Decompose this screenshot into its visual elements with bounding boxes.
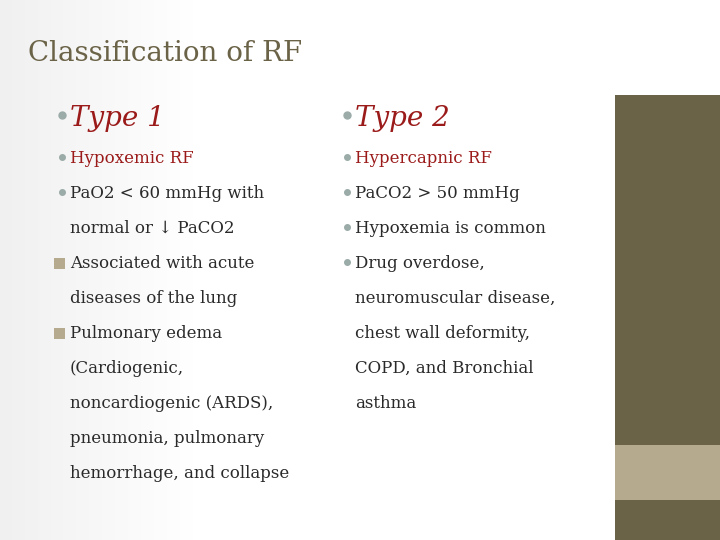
Bar bbox=[615, 95, 720, 445]
Text: Pulmonary edema: Pulmonary edema bbox=[70, 325, 222, 342]
Text: diseases of the lung: diseases of the lung bbox=[70, 290, 238, 307]
Text: chest wall deformity,: chest wall deformity, bbox=[355, 325, 530, 342]
Bar bbox=[54, 328, 65, 339]
Text: Type 2: Type 2 bbox=[355, 105, 450, 132]
Text: noncardiogenic (ARDS),: noncardiogenic (ARDS), bbox=[70, 395, 274, 412]
Bar bbox=[615, 500, 720, 540]
Text: Hypoxemia is common: Hypoxemia is common bbox=[355, 220, 546, 237]
Text: Drug overdose,: Drug overdose, bbox=[355, 255, 485, 272]
Text: Classification of RF: Classification of RF bbox=[28, 40, 302, 67]
Text: normal or ↓ PaCO2: normal or ↓ PaCO2 bbox=[70, 220, 235, 237]
Text: PaO2 < 60 mmHg with: PaO2 < 60 mmHg with bbox=[70, 185, 264, 202]
Bar bbox=[54, 258, 65, 269]
Text: COPD, and Bronchial: COPD, and Bronchial bbox=[355, 360, 534, 377]
Text: (Cardiogenic,: (Cardiogenic, bbox=[70, 360, 184, 377]
Text: Associated with acute: Associated with acute bbox=[70, 255, 254, 272]
Text: Hypoxemic RF: Hypoxemic RF bbox=[70, 150, 194, 167]
Text: neuromuscular disease,: neuromuscular disease, bbox=[355, 290, 555, 307]
Text: hemorrhage, and collapse: hemorrhage, and collapse bbox=[70, 465, 289, 482]
Text: Type 1: Type 1 bbox=[70, 105, 165, 132]
Text: Hypercapnic RF: Hypercapnic RF bbox=[355, 150, 492, 167]
Bar bbox=[615, 445, 720, 500]
Text: pneumonia, pulmonary: pneumonia, pulmonary bbox=[70, 430, 264, 447]
Text: PaCO2 > 50 mmHg: PaCO2 > 50 mmHg bbox=[355, 185, 520, 202]
Text: asthma: asthma bbox=[355, 395, 416, 412]
